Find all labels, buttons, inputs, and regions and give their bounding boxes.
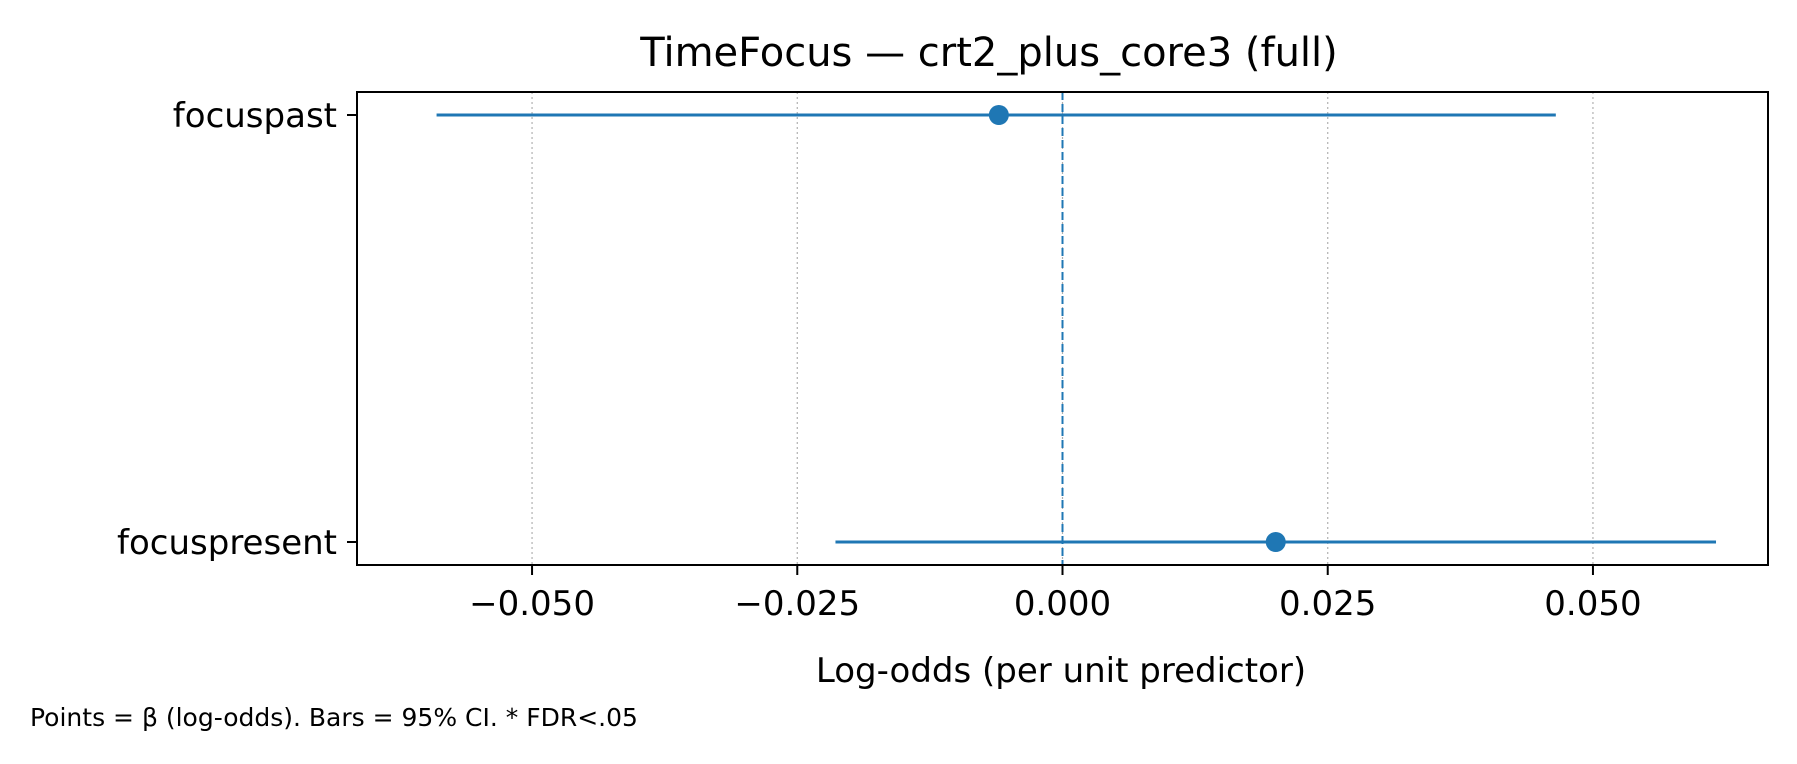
y-tick-label: focuspresent — [117, 523, 337, 563]
y-tick-label: focuspast — [173, 96, 337, 136]
beta-point — [1265, 532, 1286, 552]
beta-point — [988, 105, 1009, 125]
x-axis-ticks: −0.050 −0.025 0.000 0.025 0.050 — [469, 565, 1642, 624]
footnote: Points = β (log-odds). Bars = 95% CI. * … — [30, 703, 638, 732]
x-tick-label: −0.025 — [734, 584, 860, 624]
x-tick-label: 0.000 — [1014, 584, 1111, 624]
x-tick-label: 0.025 — [1279, 584, 1376, 624]
x-tick-label: 0.050 — [1544, 584, 1641, 624]
x-tick-label: −0.050 — [469, 584, 595, 624]
y-axis-ticks: focuspast focuspresent — [117, 96, 357, 563]
x-gridlines — [531, 92, 1594, 565]
x-axis-label: Log-odds (per unit predictor) — [816, 651, 1306, 691]
estimate-marks — [436, 105, 1717, 552]
chart-title: TimeFocus — crt2_plus_core3 (full) — [639, 30, 1338, 76]
